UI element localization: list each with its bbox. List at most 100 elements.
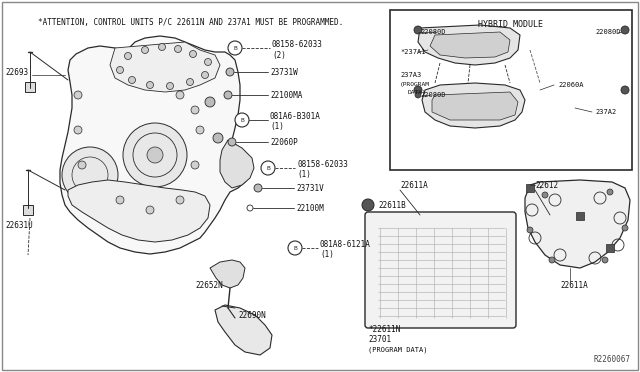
Circle shape bbox=[549, 257, 555, 263]
Circle shape bbox=[116, 196, 124, 204]
Polygon shape bbox=[525, 180, 630, 268]
Polygon shape bbox=[25, 82, 35, 92]
Circle shape bbox=[141, 46, 148, 54]
Polygon shape bbox=[430, 32, 510, 58]
Text: 237A2: 237A2 bbox=[595, 109, 616, 115]
Text: 08158-62033: 08158-62033 bbox=[272, 39, 323, 48]
Polygon shape bbox=[576, 212, 584, 220]
Text: B: B bbox=[240, 118, 244, 122]
Polygon shape bbox=[220, 140, 254, 188]
FancyBboxPatch shape bbox=[365, 212, 516, 328]
Circle shape bbox=[74, 91, 82, 99]
Circle shape bbox=[186, 78, 193, 86]
Circle shape bbox=[226, 68, 234, 76]
Text: R2260067: R2260067 bbox=[593, 356, 630, 365]
Text: 22100MA: 22100MA bbox=[270, 90, 302, 99]
Text: 23701: 23701 bbox=[368, 336, 391, 344]
Text: 22631U: 22631U bbox=[5, 221, 33, 230]
Text: (PROGRAM DATA): (PROGRAM DATA) bbox=[368, 347, 428, 353]
Text: (1): (1) bbox=[320, 250, 334, 259]
Text: (1): (1) bbox=[270, 122, 284, 131]
Circle shape bbox=[224, 91, 232, 99]
Text: 237A3: 237A3 bbox=[400, 72, 421, 78]
Text: (PROGRAM: (PROGRAM bbox=[400, 81, 430, 87]
Circle shape bbox=[202, 71, 209, 78]
Text: *ATTENTION, CONTROL UNITS P/C 22611N AND 237A1 MUST BE PROGRAMMED.: *ATTENTION, CONTROL UNITS P/C 22611N AND… bbox=[38, 18, 343, 27]
Circle shape bbox=[176, 196, 184, 204]
Circle shape bbox=[146, 206, 154, 214]
Text: 22060A: 22060A bbox=[558, 82, 584, 88]
Text: 22080D: 22080D bbox=[420, 92, 445, 98]
Circle shape bbox=[205, 97, 215, 107]
Circle shape bbox=[166, 83, 173, 90]
Polygon shape bbox=[432, 92, 518, 120]
Text: 22611A: 22611A bbox=[560, 280, 588, 289]
Text: 22611A: 22611A bbox=[400, 180, 428, 189]
Circle shape bbox=[159, 44, 166, 51]
Circle shape bbox=[129, 77, 136, 83]
Text: HYBRID MODULE: HYBRID MODULE bbox=[479, 20, 543, 29]
Circle shape bbox=[235, 113, 249, 127]
Circle shape bbox=[213, 133, 223, 143]
Polygon shape bbox=[110, 42, 220, 92]
Circle shape bbox=[415, 92, 421, 98]
Text: B: B bbox=[266, 166, 270, 170]
Circle shape bbox=[414, 26, 422, 34]
Polygon shape bbox=[526, 184, 534, 192]
Circle shape bbox=[261, 161, 275, 175]
Circle shape bbox=[62, 147, 118, 203]
Text: 23731W: 23731W bbox=[270, 67, 298, 77]
Circle shape bbox=[176, 91, 184, 99]
Text: 23731V: 23731V bbox=[296, 183, 324, 192]
Circle shape bbox=[123, 123, 187, 187]
Text: 22612: 22612 bbox=[535, 180, 558, 189]
Circle shape bbox=[147, 81, 154, 89]
Circle shape bbox=[607, 189, 613, 195]
Text: 22693: 22693 bbox=[5, 67, 28, 77]
Text: 08158-62033: 08158-62033 bbox=[297, 160, 348, 169]
Circle shape bbox=[362, 199, 374, 211]
Text: *237A1: *237A1 bbox=[400, 49, 426, 55]
Text: 081A6-B301A: 081A6-B301A bbox=[270, 112, 321, 121]
Text: *22611N: *22611N bbox=[368, 326, 401, 334]
Text: 22060P: 22060P bbox=[270, 138, 298, 147]
Circle shape bbox=[147, 147, 163, 163]
Polygon shape bbox=[215, 305, 272, 355]
Text: (2): (2) bbox=[272, 51, 286, 60]
Text: 081A8-6121A: 081A8-6121A bbox=[320, 240, 371, 248]
Circle shape bbox=[254, 184, 262, 192]
Text: B: B bbox=[293, 246, 297, 250]
Circle shape bbox=[196, 126, 204, 134]
Polygon shape bbox=[210, 260, 245, 288]
Circle shape bbox=[602, 257, 608, 263]
Text: B: B bbox=[233, 45, 237, 51]
Circle shape bbox=[175, 45, 182, 52]
Polygon shape bbox=[68, 180, 210, 242]
Circle shape bbox=[621, 26, 629, 34]
Text: 22611B: 22611B bbox=[378, 201, 406, 209]
Circle shape bbox=[228, 138, 236, 146]
Text: 22080D: 22080D bbox=[420, 29, 445, 35]
Circle shape bbox=[542, 192, 548, 198]
Circle shape bbox=[527, 227, 533, 233]
Text: 22080D: 22080D bbox=[595, 29, 621, 35]
Polygon shape bbox=[422, 83, 525, 128]
Circle shape bbox=[74, 126, 82, 134]
Text: 22652N: 22652N bbox=[195, 280, 223, 289]
Polygon shape bbox=[60, 36, 252, 254]
Circle shape bbox=[191, 106, 199, 114]
Text: DATA): DATA) bbox=[408, 90, 427, 94]
Circle shape bbox=[189, 51, 196, 58]
Bar bbox=[390, 10, 632, 170]
Circle shape bbox=[125, 52, 131, 60]
Text: (1): (1) bbox=[297, 170, 311, 179]
Circle shape bbox=[78, 161, 86, 169]
Polygon shape bbox=[606, 244, 614, 252]
Text: 22100M: 22100M bbox=[296, 203, 324, 212]
Circle shape bbox=[191, 161, 199, 169]
Circle shape bbox=[288, 241, 302, 255]
Polygon shape bbox=[23, 205, 33, 215]
Circle shape bbox=[205, 58, 211, 65]
Text: 22690N: 22690N bbox=[238, 311, 266, 320]
Circle shape bbox=[116, 67, 124, 74]
